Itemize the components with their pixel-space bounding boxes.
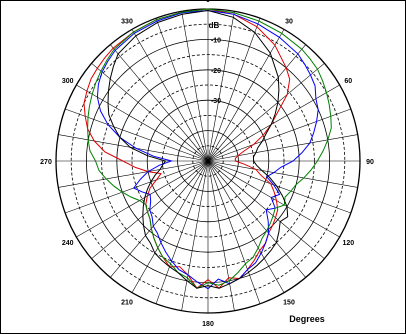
grid-spoke — [207, 84, 340, 162]
degrees-label: Degrees — [289, 314, 325, 324]
grid-spoke — [207, 134, 358, 162]
grid-spoke — [76, 84, 209, 162]
series-line-2 — [96, 9, 319, 290]
grid-spoke — [207, 160, 351, 214]
grid-spoke — [207, 108, 351, 162]
grid-spoke — [131, 160, 209, 293]
grid-spoke — [207, 29, 285, 162]
grid-spoke — [110, 44, 209, 162]
angle-label: 120 — [342, 240, 354, 247]
grid-spoke — [58, 160, 209, 188]
grid-spoke — [181, 160, 209, 311]
grid-spoke — [207, 18, 261, 162]
angle-label: 180 — [202, 321, 214, 328]
angle-label: 150 — [283, 299, 295, 306]
grid-spoke — [207, 63, 325, 162]
grid-spoke — [181, 11, 209, 162]
grid-spoke — [207, 44, 306, 162]
grid-spoke — [76, 160, 209, 238]
angle-label: 30 — [285, 19, 293, 26]
grid-spoke — [207, 160, 358, 188]
grid-spoke — [155, 160, 209, 304]
series-group — [83, 8, 332, 290]
grid-spoke — [207, 160, 235, 311]
grid-spoke — [207, 160, 340, 238]
radial-tick-label: -10 — [211, 37, 221, 44]
grid-spoke — [207, 160, 261, 304]
grid-spoke — [207, 11, 235, 162]
radial-tick-label: -30 — [211, 98, 221, 105]
grid-spoke — [155, 18, 209, 162]
grid-spoke — [65, 160, 209, 214]
angle-label: 240 — [62, 240, 74, 247]
angle-label: 60 — [344, 78, 352, 85]
angle-label: 210 — [121, 299, 133, 306]
grid-spoke — [207, 160, 285, 293]
grid-spoke — [65, 108, 209, 162]
radial-tick-label: -20 — [211, 68, 221, 75]
angle-label: 300 — [62, 78, 74, 85]
angle-label: 90 — [366, 159, 374, 166]
series-line-1 — [83, 8, 291, 289]
angle-label: 270 — [40, 159, 52, 166]
angle-label: 0 — [206, 0, 210, 4]
label-group: 0 30 60 90 120 150 180 210 240 270 300 330 -10 -20 -30 — [40, 0, 374, 328]
grid-spoke — [207, 160, 306, 278]
grid-spoke — [131, 29, 209, 162]
angle-label: 330 — [121, 19, 133, 26]
series-line-4 — [107, 9, 289, 289]
grid-spoke — [110, 160, 209, 278]
unit-label: dB — [209, 21, 220, 30]
grid-spoke — [58, 134, 209, 162]
polar-grid — [55, 8, 361, 314]
series-line-3 — [87, 8, 332, 289]
grid-spoke — [91, 63, 209, 162]
